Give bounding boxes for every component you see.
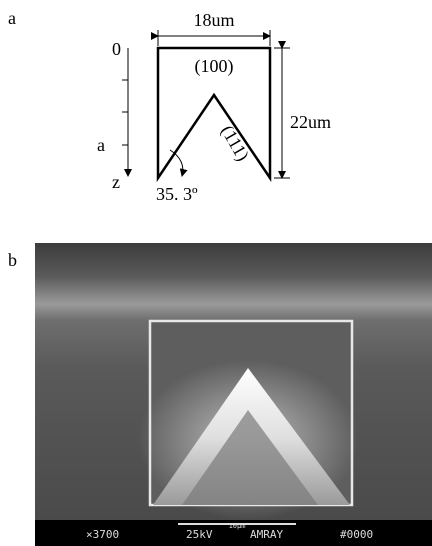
- figure: a 18um 0 (100) 22um (111) a z 35. 3º b ×…: [0, 0, 432, 546]
- width-label: 18um: [193, 10, 234, 30]
- scale-label: 10μm: [229, 522, 246, 530]
- voltage: 25kV: [186, 528, 213, 541]
- diagram: [122, 30, 290, 178]
- image-id: #0000: [340, 528, 373, 541]
- page: {"panels": [ {"label": "a", "diagram": {…: [0, 0, 432, 546]
- depth-origin: 0: [112, 39, 121, 59]
- axis-label: z: [112, 172, 120, 192]
- sem-image: ×3700 10μm 25kV AMRAY #0000: [35, 243, 432, 546]
- top-face-label: (100): [195, 56, 234, 77]
- angle-label: 35. 3º: [156, 184, 198, 204]
- panel-label: b: [8, 250, 17, 270]
- instrument: AMRAY: [250, 528, 283, 541]
- side-face-label: (111): [216, 122, 253, 165]
- angle-arc: [170, 150, 183, 176]
- panel-label: a: [8, 8, 16, 28]
- height-label: 22um: [290, 112, 331, 132]
- magnification: ×3700: [86, 528, 119, 541]
- depth-marker: a: [97, 135, 105, 155]
